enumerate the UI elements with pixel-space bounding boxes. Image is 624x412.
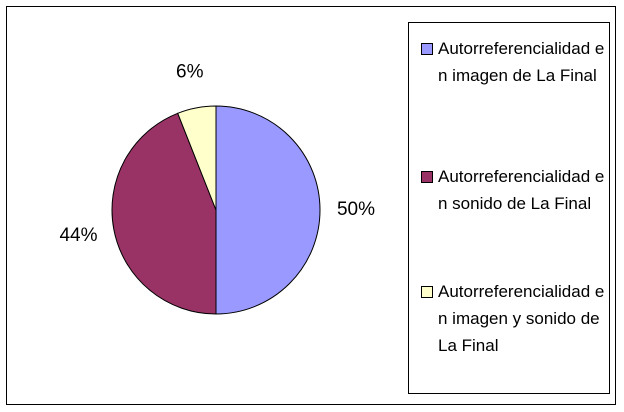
legend: Autorreferencialidad en imagen de La Fin… <box>408 22 610 394</box>
data-label: 50% <box>337 199 375 220</box>
legend-label: Autorreferencialidad en imagen y sonido … <box>438 282 605 355</box>
legend-swatch <box>421 286 433 298</box>
legend-swatch <box>421 171 433 183</box>
legend-swatch <box>421 43 433 55</box>
legend-label: Autorreferencialidad en imagen de La Fin… <box>438 39 605 85</box>
data-label: 6% <box>176 61 204 82</box>
chart-frame <box>6 6 616 405</box>
pie-slice <box>177 105 217 211</box>
pie-slice <box>215 105 321 315</box>
data-label: 44% <box>59 225 97 246</box>
legend-label: Autorreferencialidad en sonido de La Fin… <box>438 167 605 213</box>
pie-slice <box>111 112 217 315</box>
